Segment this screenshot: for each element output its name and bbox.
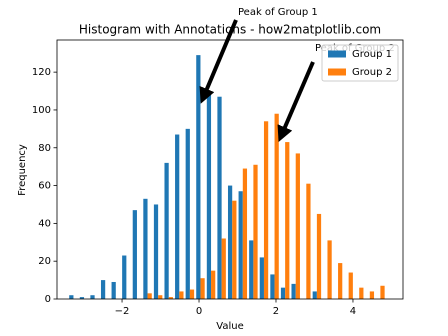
bar bbox=[189, 289, 195, 299]
bar bbox=[380, 285, 385, 299]
bar bbox=[90, 295, 95, 299]
bar bbox=[316, 213, 322, 299]
legend-label: Group 1 bbox=[352, 49, 392, 60]
bar bbox=[168, 297, 173, 299]
y-tick-label: 100 bbox=[32, 105, 51, 116]
bar bbox=[274, 113, 279, 300]
x-tick-label: 0 bbox=[196, 306, 202, 317]
bar bbox=[348, 272, 353, 299]
bar bbox=[227, 185, 233, 299]
bar bbox=[242, 168, 248, 299]
bar bbox=[111, 281, 116, 299]
y-tick-label: 40 bbox=[38, 218, 51, 229]
legend-label: Group 2 bbox=[352, 67, 392, 78]
y-tick-label: 0 bbox=[45, 294, 51, 305]
legend-swatch bbox=[328, 68, 346, 76]
legend-swatch bbox=[328, 50, 346, 58]
bar bbox=[369, 291, 375, 299]
x-tick-label: 4 bbox=[350, 306, 356, 317]
bar bbox=[306, 183, 311, 299]
bar bbox=[158, 295, 163, 299]
bar bbox=[327, 240, 332, 299]
bar bbox=[238, 191, 243, 299]
bar bbox=[196, 55, 201, 300]
y-tick-label: 80 bbox=[38, 143, 51, 154]
bar bbox=[253, 164, 258, 299]
x-axis-label: Value bbox=[216, 321, 243, 332]
annotation-arrow bbox=[277, 61, 315, 143]
bar bbox=[122, 255, 127, 299]
annotation-arrow bbox=[199, 19, 238, 104]
bar bbox=[232, 200, 237, 299]
bar bbox=[179, 291, 184, 299]
plot-frame bbox=[56, 39, 404, 300]
y-tick-label: 20 bbox=[38, 256, 51, 267]
bar bbox=[100, 280, 106, 299]
bar bbox=[295, 153, 300, 299]
bar bbox=[175, 134, 180, 299]
bar bbox=[270, 274, 275, 299]
bar bbox=[338, 263, 343, 299]
bar bbox=[164, 162, 169, 299]
bar bbox=[185, 128, 190, 299]
bar bbox=[143, 198, 148, 299]
bar bbox=[263, 121, 269, 300]
bar bbox=[206, 91, 212, 299]
bar bbox=[312, 291, 317, 299]
bar bbox=[211, 270, 216, 299]
bar bbox=[147, 293, 152, 299]
bar bbox=[153, 204, 159, 299]
bar bbox=[132, 210, 137, 299]
x-tick-label: −2 bbox=[115, 306, 130, 317]
bar bbox=[200, 278, 205, 299]
y-tick-label: 60 bbox=[38, 181, 51, 192]
bar bbox=[359, 287, 364, 299]
bar bbox=[69, 295, 74, 299]
bar bbox=[79, 297, 85, 299]
y-tick-label: 120 bbox=[32, 67, 51, 78]
x-tick-label: 2 bbox=[273, 306, 279, 317]
y-axis-label: Frequency bbox=[17, 144, 28, 196]
bar bbox=[285, 142, 290, 299]
bar bbox=[249, 240, 254, 299]
bar bbox=[221, 238, 226, 299]
annotation-text: Peak of Group 1 bbox=[238, 7, 318, 18]
bar bbox=[259, 257, 264, 299]
bar bbox=[217, 96, 222, 299]
bar bbox=[280, 287, 286, 299]
bar bbox=[291, 283, 296, 299]
